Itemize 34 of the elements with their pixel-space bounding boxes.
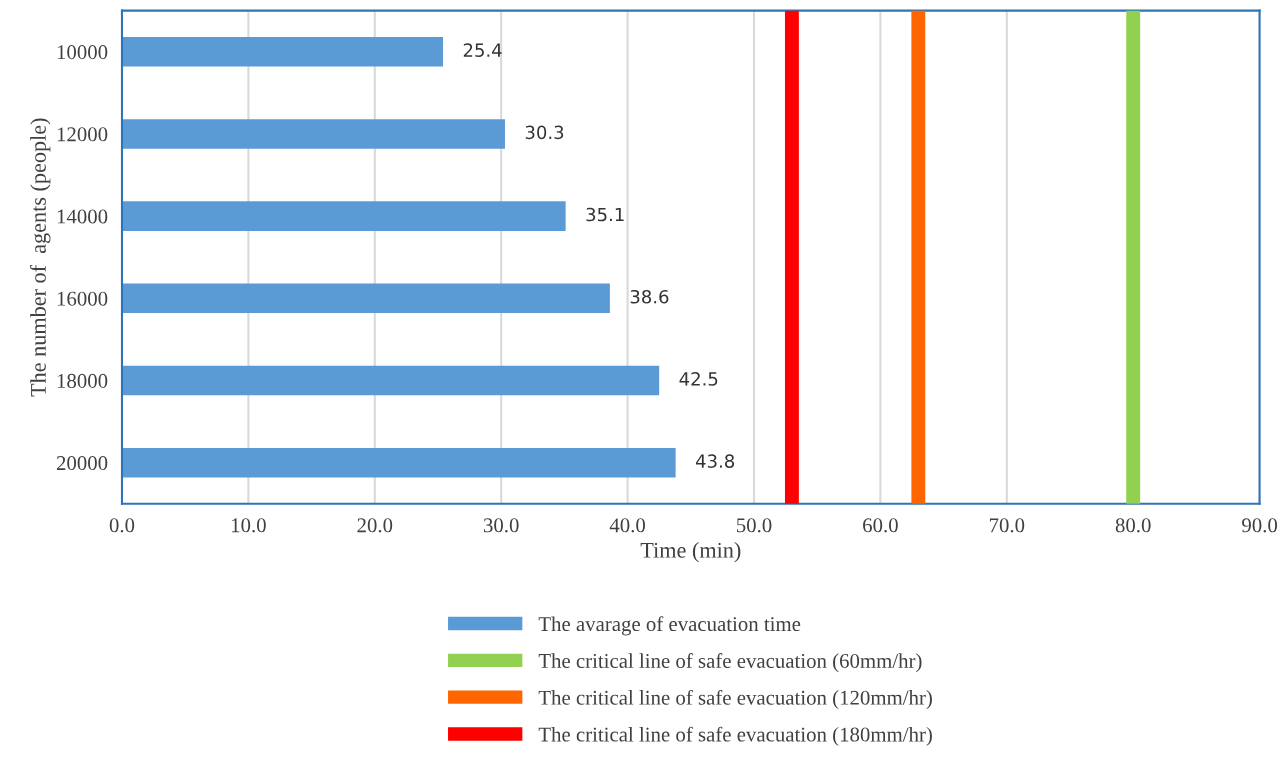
bar: [121, 36, 444, 67]
x-tick-label: 30.0: [483, 518, 519, 533]
legend-label: The critical line of safe evacuation (120mm/hr): [538, 689, 932, 710]
y-axis-title: The number of agents (people): [30, 118, 51, 397]
x-axis-title: Time (min): [640, 542, 741, 563]
x-tick-label: 0.0: [109, 518, 135, 533]
data-label: 25.4: [463, 43, 502, 57]
data-label: 43.8: [695, 454, 735, 468]
bar: [121, 447, 676, 478]
y-tick-label: 18000: [57, 373, 108, 388]
y-tick-label: 12000: [57, 127, 108, 142]
x-tick-label: 40.0: [609, 518, 646, 533]
bar: [121, 201, 566, 231]
y-tick-label: 10000: [57, 45, 108, 60]
y-tick-label: 20000: [56, 456, 108, 471]
data-label: 38.6: [630, 289, 669, 304]
x-tick-label: 90.0: [1242, 518, 1278, 533]
y-tick-label: 16000: [57, 291, 108, 306]
legend-label: The critical line of safe evacuation (180mm/hr): [538, 726, 932, 746]
legend-label: The critical line of safe evacuation (60mm/hr): [538, 653, 922, 673]
data-label: 35.1: [586, 207, 624, 222]
bar: [121, 283, 610, 314]
x-tick-label: 10.0: [231, 518, 266, 533]
bar: [121, 365, 660, 396]
data-label: 30.3: [525, 125, 564, 140]
legend-label: The avarage of evacuation time: [538, 616, 801, 636]
x-tick-label: 80.0: [1115, 518, 1151, 533]
x-tick-label: 50.0: [736, 518, 772, 533]
x-tick-label: 20.0: [357, 518, 393, 533]
data-label: 42.5: [679, 372, 718, 386]
x-tick-label: 60.0: [863, 518, 898, 533]
x-tick-label: 70.0: [989, 518, 1025, 533]
y-tick-label: 14000: [57, 209, 108, 224]
bar: [121, 119, 505, 149]
